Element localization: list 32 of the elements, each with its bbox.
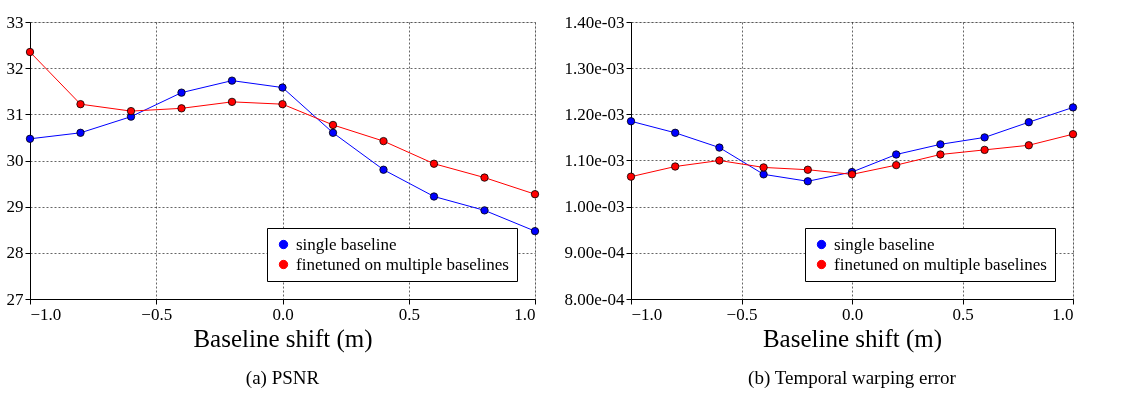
x-tick-label: −1.0 (30, 304, 62, 324)
y-tick-label: 1.10e-03 (564, 151, 625, 170)
legend-label: single baseline (834, 234, 935, 254)
x-axis-title: Baseline shift (m) (762, 324, 943, 353)
y-tick-label: 1.30e-03 (564, 58, 625, 78)
y-tick-label: 33 (6, 12, 24, 32)
y-tick-label: 1.00e-03 (564, 197, 625, 217)
x-tick-label: 0.0 (272, 304, 294, 324)
text: (b) Temporal warping error (748, 367, 957, 389)
text: (a) PSNR (245, 367, 320, 389)
x-tick-label: −0.5 (726, 304, 758, 324)
x-tick-label: 0.5 (952, 304, 974, 324)
y-tick-label: 32 (6, 58, 24, 78)
y-tick-label: 1.40e-03 (564, 12, 625, 32)
y-tick-label: 8.00e-04 (564, 289, 625, 309)
y-tick-label: 1.20e-03 (564, 104, 625, 124)
legend-label: finetuned on multiple baselines (296, 254, 509, 274)
y-tick-label: 28 (6, 243, 24, 263)
x-tick-label: 0.0 (841, 304, 864, 324)
x-tick-label: 0.5 (398, 304, 420, 324)
y-tick-label: 29 (6, 197, 24, 217)
x-tick-label: −1.0 (631, 304, 663, 324)
x-tick-label: 1.0 (1052, 304, 1074, 324)
legend-label: finetuned on multiple baselines (834, 254, 1047, 274)
x-tick-label: −0.5 (141, 304, 173, 324)
x-axis-title: Baseline shift (m) (193, 324, 373, 353)
y-tick-label: 30 (6, 151, 24, 170)
legend-label: single baseline (296, 234, 397, 254)
y-tick-label: 31 (6, 104, 24, 124)
y-tick-label: 9.00e-04 (564, 243, 625, 263)
x-tick-label: 1.0 (514, 304, 536, 324)
y-tick-label: 27 (6, 289, 24, 309)
